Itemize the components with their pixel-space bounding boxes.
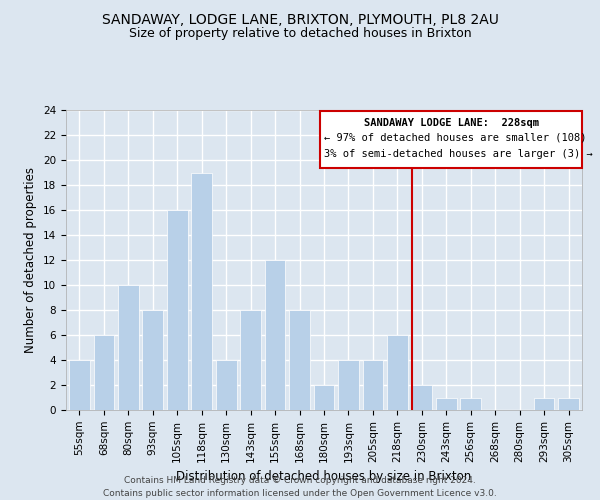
Bar (265, 260, 286, 410)
Text: SANDAWAY, LODGE LANE, BRIXTON, PLYMOUTH, PL8 2AU: SANDAWAY, LODGE LANE, BRIXTON, PLYMOUTH,… (101, 12, 499, 26)
Bar (387, 335, 408, 410)
Bar (94, 335, 114, 410)
Bar (460, 398, 481, 410)
Bar (362, 360, 383, 410)
Bar (191, 172, 212, 410)
Y-axis label: Number of detached properties: Number of detached properties (25, 167, 37, 353)
Bar (314, 385, 334, 410)
Bar (338, 360, 359, 410)
Bar (142, 310, 163, 410)
Text: SANDAWAY LODGE LANE:  228sqm: SANDAWAY LODGE LANE: 228sqm (364, 118, 539, 128)
Bar (412, 385, 432, 410)
Bar (289, 310, 310, 410)
Bar (69, 360, 90, 410)
Text: 3% of semi-detached houses are larger (3) →: 3% of semi-detached houses are larger (3… (324, 149, 593, 159)
Text: Contains HM Land Registry data © Crown copyright and database right 2024.
Contai: Contains HM Land Registry data © Crown c… (103, 476, 497, 498)
Text: Size of property relative to detached houses in Brixton: Size of property relative to detached ho… (128, 28, 472, 40)
Bar (118, 285, 139, 410)
Bar (436, 398, 457, 410)
Bar (167, 210, 188, 410)
X-axis label: Distribution of detached houses by size in Brixton: Distribution of detached houses by size … (176, 470, 472, 483)
Bar (216, 360, 236, 410)
Bar (558, 398, 579, 410)
Bar (534, 398, 554, 410)
Bar (240, 310, 261, 410)
Text: ← 97% of detached houses are smaller (108): ← 97% of detached houses are smaller (10… (324, 132, 587, 142)
FancyBboxPatch shape (320, 112, 582, 168)
